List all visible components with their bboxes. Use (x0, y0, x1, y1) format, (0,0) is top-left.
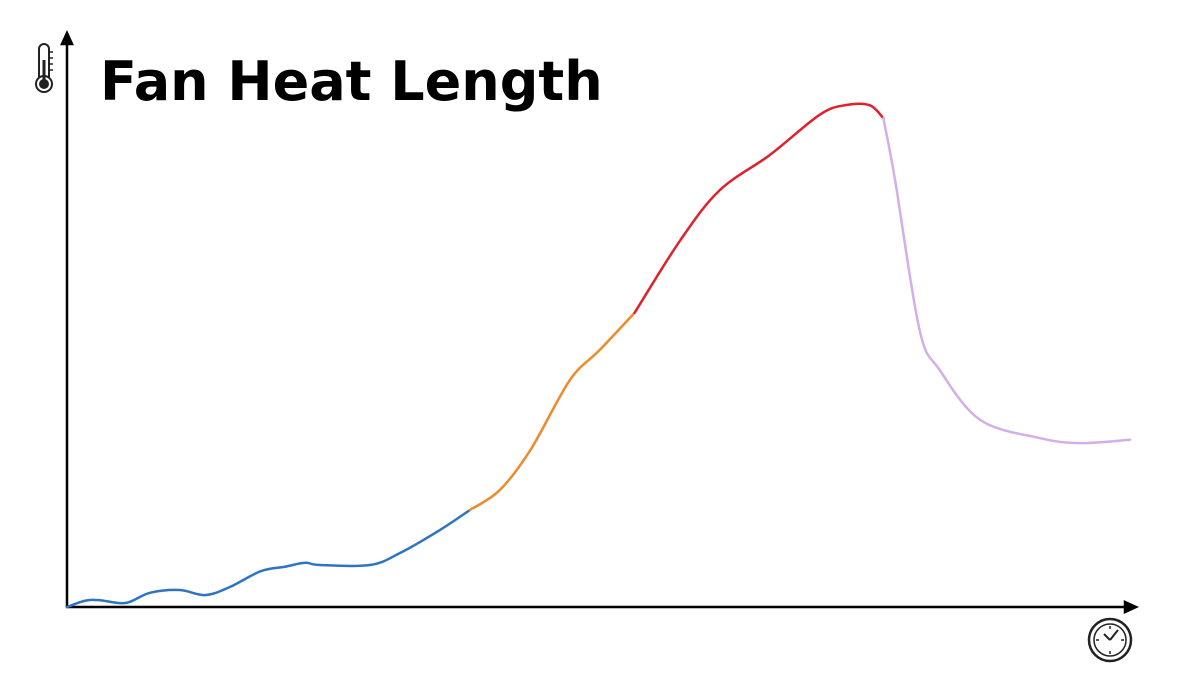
y-axis-arrow (60, 29, 74, 46)
line-series (633, 102, 885, 314)
line-series (65, 508, 472, 609)
thermometer-icon (35, 43, 53, 93)
x-axis-arrow (1123, 600, 1140, 614)
clock-icon (1087, 617, 1133, 663)
chart-title: Fan Heat Length (100, 50, 603, 113)
axes (60, 29, 1140, 614)
line-series (882, 116, 1132, 445)
line-series (468, 311, 636, 512)
